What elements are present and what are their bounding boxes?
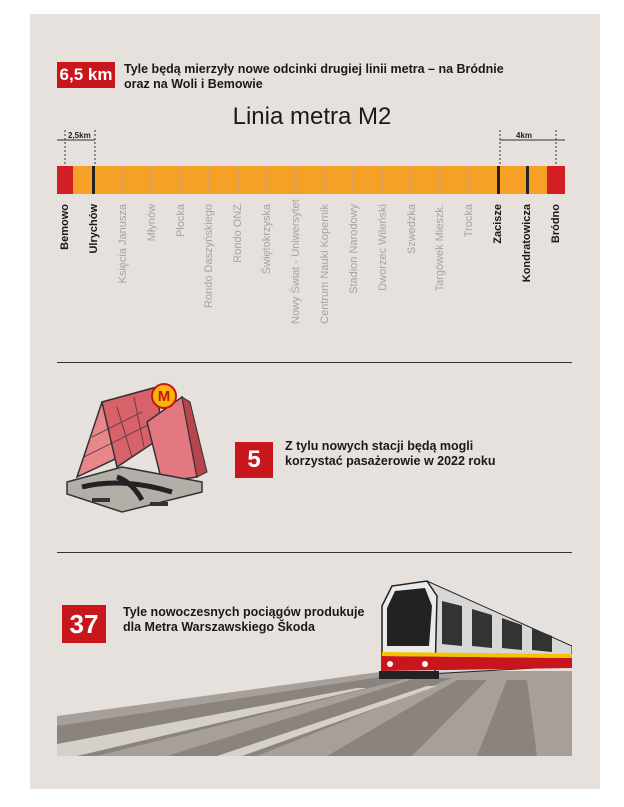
length-description: Tyle będą mierzyły nowe odcinki drugiej …	[124, 62, 544, 92]
station-label: Targówek Mieszk.	[434, 204, 447, 292]
line-end-right	[547, 166, 565, 194]
metro-logo-letter: M	[157, 387, 171, 405]
stations-description-line1: Z tylu nowych stacji będą mogli	[285, 439, 474, 453]
station-label: Dworzec Wileński	[376, 204, 389, 291]
station-tick	[92, 166, 96, 194]
left-extension-label: 2,5km	[68, 131, 91, 140]
station-label: Rondo ONZ	[232, 204, 245, 263]
station-tick	[207, 166, 210, 194]
trains-description-line1: Tyle nowoczesnych pociągów produkuje	[123, 605, 365, 619]
station-tick	[236, 166, 239, 194]
metro-line-bar	[57, 166, 565, 194]
station-label: Nowy Świat - Uniwersytet	[290, 199, 303, 324]
station-label: Księcia Janusza	[116, 204, 129, 284]
right-extension-label: 4km	[516, 131, 533, 140]
station-tick	[323, 166, 326, 194]
station-label: Ulrychów	[87, 204, 100, 254]
station-tick	[496, 166, 500, 194]
station-tick	[352, 166, 355, 194]
station-tick	[294, 166, 297, 194]
trains-description-line2: dla Metra Warszawskiego Škoda	[123, 620, 315, 634]
station-tick	[121, 166, 124, 194]
station-label: Kondratowicza	[521, 204, 534, 283]
station-label: Płocka	[174, 204, 187, 238]
station-label: Stadion Narodowy	[347, 204, 360, 294]
station-label: Młynów	[145, 204, 158, 242]
station-tick	[265, 166, 268, 194]
stations-description: Z tylu nowych stacji będą mogli korzysta…	[285, 439, 565, 469]
extension-brackets	[57, 130, 565, 165]
stations-description-line2: korzystać pasażerowie w 2022 roku	[285, 454, 496, 468]
map-title: Linia metra M2	[232, 103, 392, 130]
station-label: Szwedzka	[405, 204, 418, 255]
length-description-line1: Tyle będą mierzyły nowe odcinki drugiej …	[124, 62, 504, 76]
station-tick	[525, 166, 529, 194]
metro-logo-icon: M	[151, 383, 177, 409]
station-label: Bemowo	[59, 204, 71, 250]
train-illustration	[57, 580, 572, 756]
trains-description: Tyle nowoczesnych pociągów produkuje dla…	[123, 605, 403, 635]
line-end-left	[57, 166, 73, 194]
length-badge: 6,5 km	[57, 62, 115, 88]
stations-badge: 5	[235, 442, 273, 478]
station-entrance-illustration	[66, 386, 208, 513]
section-divider-2	[57, 552, 572, 553]
station-label: Bródno	[550, 204, 562, 244]
station-tick	[381, 166, 384, 194]
station-label: Trocka	[463, 204, 476, 238]
station-tick	[410, 166, 413, 194]
station-label: Świętokrzyska	[261, 204, 274, 275]
station-tick	[438, 166, 441, 194]
station-tick	[179, 166, 182, 194]
station-tick	[467, 166, 470, 194]
station-label: Zacisze	[492, 204, 505, 244]
length-description-line2: oraz na Woli i Bemowie	[124, 77, 263, 91]
station-label: Rondo Daszyńskiego	[203, 204, 216, 308]
station-label: Centrum Nauki Kopernik	[318, 204, 331, 324]
station-tick	[150, 166, 153, 194]
trains-badge: 37	[62, 605, 106, 643]
section-divider-1	[57, 362, 572, 363]
